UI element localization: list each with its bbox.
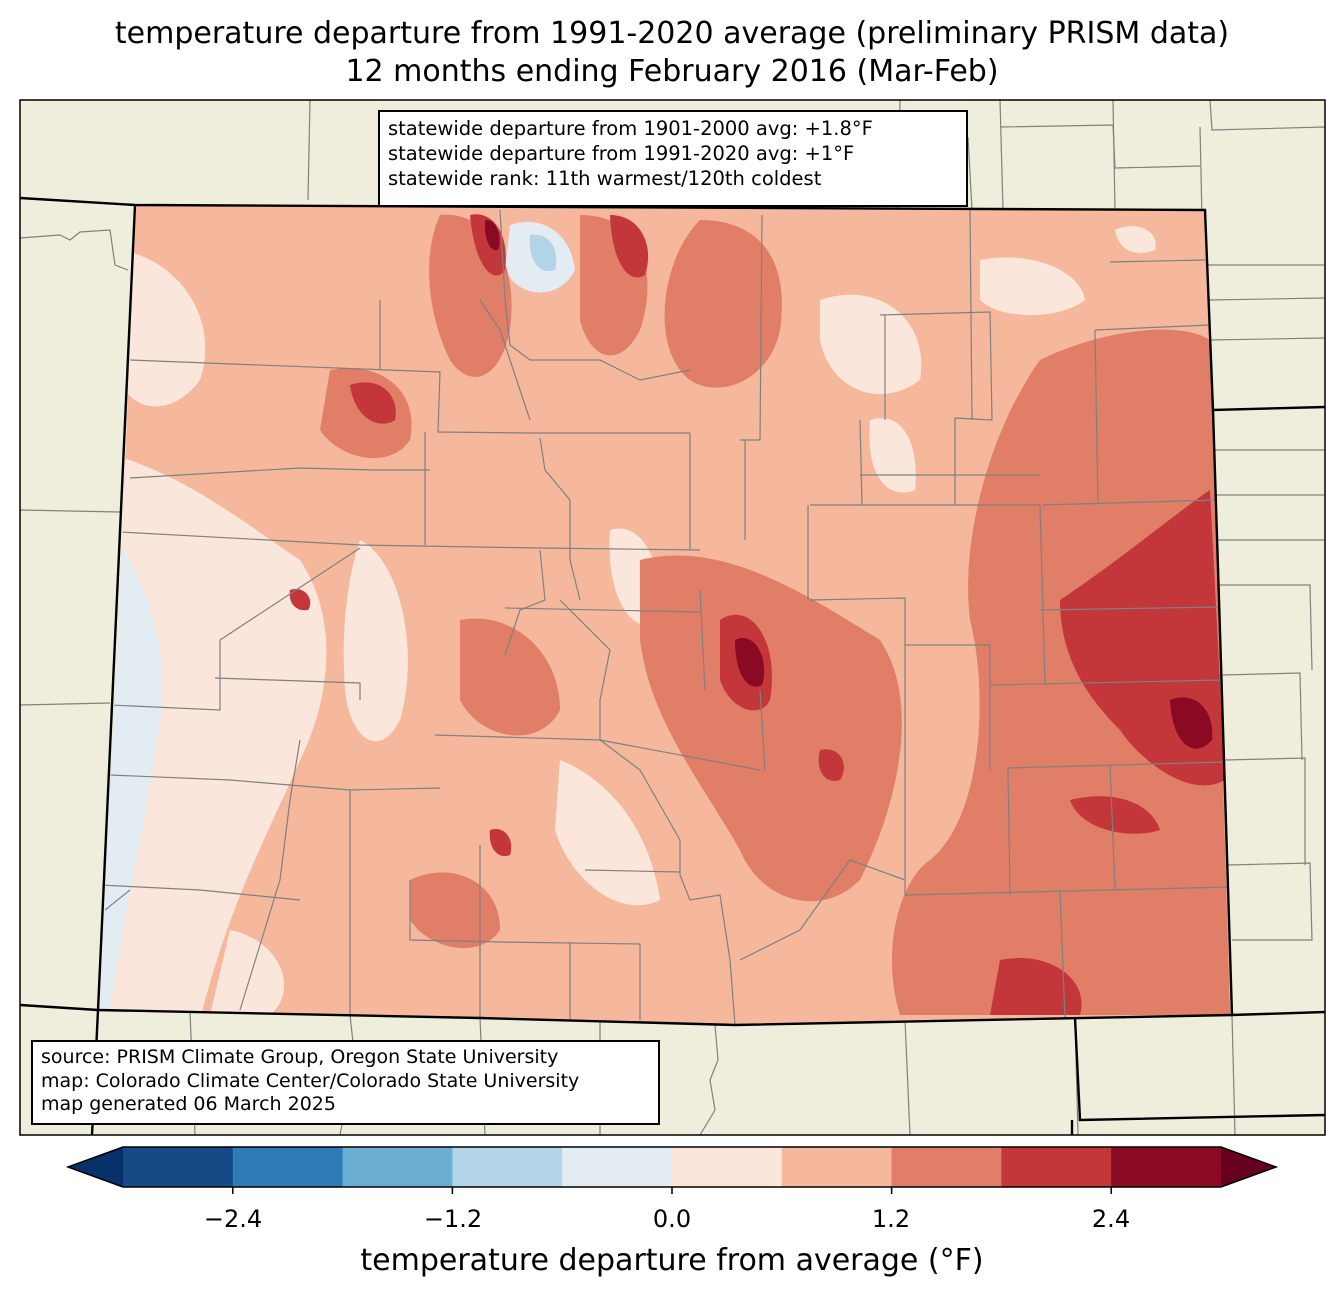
colorbar-bin bbox=[452, 1147, 563, 1187]
state-boundaries bbox=[20, 196, 1325, 1135]
colorbar-label: temperature departure from average (°F) bbox=[360, 1243, 984, 1278]
colorbar-bin bbox=[562, 1147, 673, 1187]
statewide-stats-box: statewide departure from 1901-2000 avg: … bbox=[378, 110, 968, 207]
source-box: source: PRISM Climate Group, Oregon Stat… bbox=[31, 1040, 660, 1125]
colorbar-over-arrow bbox=[1221, 1147, 1276, 1187]
stat-1991-2020: statewide departure from 1991-2020 avg: … bbox=[388, 142, 855, 165]
county-lines bbox=[99, 209, 1231, 1025]
colorbar bbox=[65, 1146, 1279, 1194]
map-credit-line: map: Colorado Climate Center/Colorado St… bbox=[41, 1069, 580, 1092]
temperature-field bbox=[98, 205, 1232, 1025]
colorbar-tick-label: −2.4 bbox=[203, 1205, 263, 1233]
map-subtitle: 12 months ending February 2016 (Mar-Feb) bbox=[345, 54, 999, 89]
colorbar-under-arrow bbox=[68, 1147, 123, 1187]
colorbar-bin bbox=[1001, 1147, 1112, 1187]
stat-1901-2000: statewide departure from 1901-2000 avg: … bbox=[388, 117, 873, 140]
colorbar-tick-label: 0.0 bbox=[652, 1205, 692, 1233]
colorbar-bin bbox=[672, 1147, 783, 1187]
colorbar-bin bbox=[123, 1147, 234, 1187]
colorbar-bin bbox=[342, 1147, 453, 1187]
map-title: temperature departure from 1991-2020 ave… bbox=[114, 16, 1230, 51]
colorbar-tick-label: −1.2 bbox=[423, 1205, 483, 1233]
colorbar-tick-label: 1.2 bbox=[871, 1205, 911, 1233]
colorbar-bin bbox=[781, 1147, 893, 1187]
stat-rank: statewide rank: 11th warmest/120th colde… bbox=[388, 167, 822, 190]
colorbar-outline bbox=[65, 1146, 1279, 1188]
generated-date-line: map generated 06 March 2025 bbox=[41, 1093, 336, 1115]
colorbar-bin bbox=[1111, 1147, 1222, 1187]
colorbar-tick-label: 2.4 bbox=[1091, 1205, 1131, 1233]
colorbar-bin bbox=[232, 1147, 344, 1187]
colorbar-bin bbox=[891, 1147, 1002, 1187]
map-frame bbox=[19, 99, 1326, 1136]
source-line: source: PRISM Climate Group, Oregon Stat… bbox=[41, 1046, 559, 1068]
